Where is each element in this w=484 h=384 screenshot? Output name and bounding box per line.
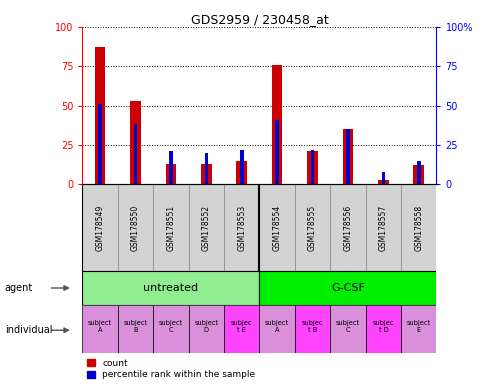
Text: GSM178551: GSM178551 (166, 204, 175, 251)
Text: untreated: untreated (143, 283, 198, 293)
Bar (294, 184, 330, 271)
Bar (259, 305, 294, 353)
Bar (118, 184, 153, 271)
Text: subjec
t B: subjec t B (301, 320, 323, 333)
Text: subject
C: subject C (335, 320, 359, 333)
Bar (166, 164, 176, 184)
Bar (82, 184, 118, 271)
Text: agent: agent (5, 283, 33, 293)
Bar (259, 271, 436, 305)
Bar (118, 305, 153, 353)
Bar (365, 184, 400, 271)
Bar (416, 161, 420, 184)
Bar (381, 172, 384, 184)
Bar (400, 184, 436, 271)
Text: individual: individual (5, 325, 52, 335)
Text: GSM178557: GSM178557 (378, 204, 387, 251)
Bar (98, 104, 102, 184)
Bar (188, 305, 224, 353)
Text: subject
D: subject D (194, 320, 218, 333)
Text: GSM178549: GSM178549 (95, 204, 105, 251)
Title: GDS2959 / 230458_at: GDS2959 / 230458_at (190, 13, 328, 26)
Bar (330, 184, 365, 271)
Bar (134, 124, 137, 184)
Text: GSM178556: GSM178556 (343, 204, 352, 251)
Text: GSM178554: GSM178554 (272, 204, 281, 251)
Bar (272, 65, 282, 184)
Text: subject
B: subject B (123, 320, 147, 333)
Bar (201, 164, 211, 184)
Bar (95, 47, 105, 184)
Text: subject
A: subject A (88, 320, 112, 333)
Bar (307, 151, 317, 184)
Legend: count, percentile rank within the sample: count, percentile rank within the sample (87, 359, 255, 379)
Bar (169, 151, 172, 184)
Text: GSM178552: GSM178552 (201, 204, 211, 251)
Bar (82, 271, 259, 305)
Bar (259, 184, 294, 271)
Bar (330, 305, 365, 353)
Text: GSM178555: GSM178555 (307, 204, 317, 251)
Bar (236, 161, 246, 184)
Text: subjec
t E: subjec t E (230, 320, 252, 333)
Text: subject
E: subject E (406, 320, 430, 333)
Text: GSM178550: GSM178550 (131, 204, 140, 251)
Text: subjec
t D: subjec t D (372, 320, 393, 333)
Bar (413, 166, 423, 184)
Bar (346, 129, 349, 184)
Bar (82, 305, 118, 353)
Bar (275, 120, 278, 184)
Bar (240, 150, 243, 184)
Bar (153, 184, 188, 271)
Bar (153, 305, 188, 353)
Bar (224, 184, 259, 271)
Bar (365, 305, 400, 353)
Bar (224, 305, 259, 353)
Text: subject
C: subject C (159, 320, 182, 333)
Text: G-CSF: G-CSF (331, 283, 364, 293)
Bar (130, 101, 140, 184)
Bar (400, 305, 436, 353)
Bar (342, 129, 352, 184)
Bar (188, 184, 224, 271)
Bar (294, 305, 330, 353)
Text: GSM178558: GSM178558 (413, 204, 423, 251)
Text: subject
A: subject A (265, 320, 288, 333)
Bar (310, 150, 314, 184)
Text: GSM178553: GSM178553 (237, 204, 246, 251)
Bar (378, 180, 388, 184)
Bar (204, 153, 208, 184)
